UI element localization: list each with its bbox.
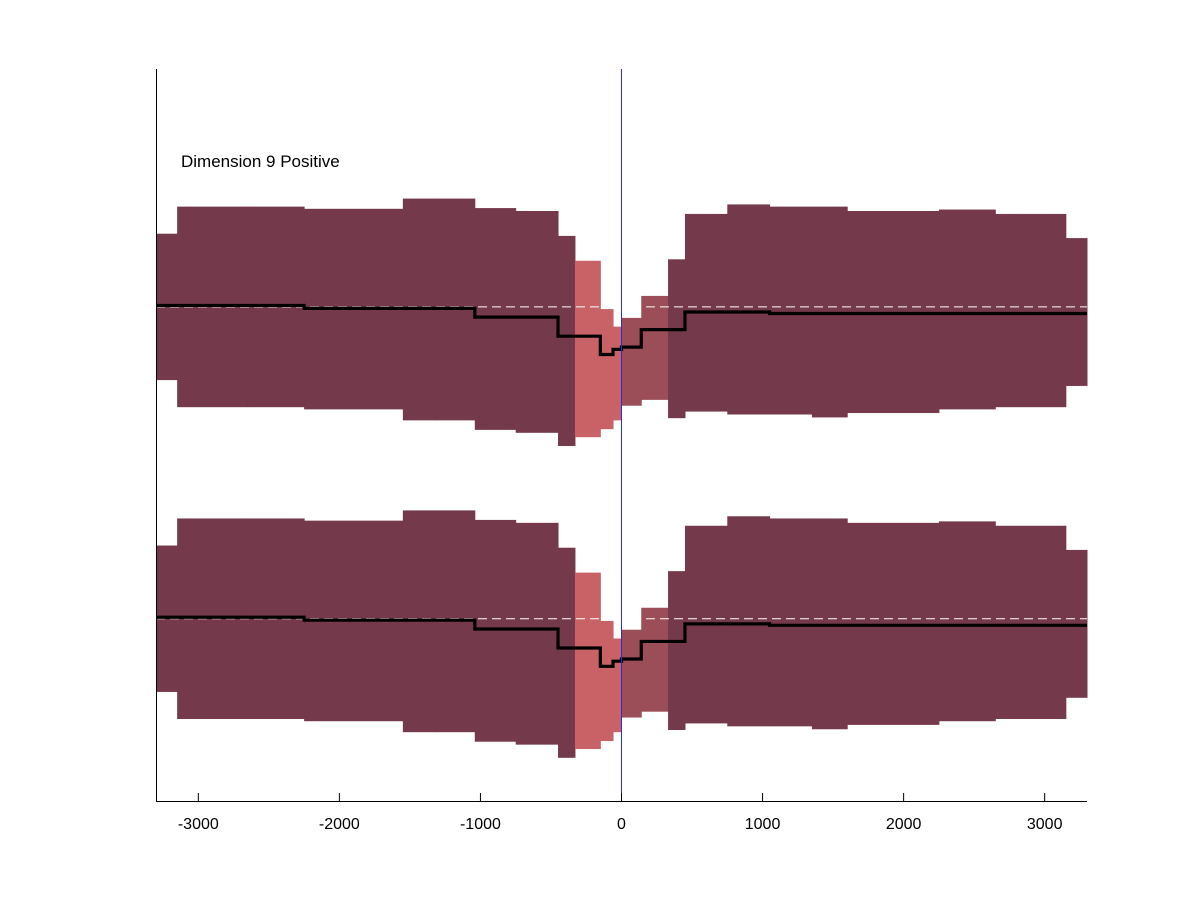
x-tick-label-5: 2000 [886, 816, 922, 833]
band-bin-upper-16 [727, 204, 771, 415]
band-bin-upper-8 [558, 235, 576, 446]
band-bin-lower-21 [995, 525, 1067, 720]
axes: -3000 -2000 -1000 0 1000 2000 3000 [156, 69, 1087, 833]
band-bin-lower-13 [641, 607, 669, 712]
band-bin-upper-11 [613, 326, 622, 421]
band-bin-lower-7 [515, 522, 559, 745]
mean-lines [156, 303, 1087, 668]
x-tick-label-2: -1000 [460, 816, 501, 833]
band-bin-lower-8 [558, 547, 576, 758]
band-bin-upper-6 [474, 208, 517, 430]
panel-annotation: Dimension 9 Positive [181, 152, 340, 171]
x-tick-label-0: -3000 [178, 816, 219, 833]
mean-line-lower [156, 615, 1087, 668]
band-bin-upper-17 [769, 206, 813, 415]
x-ticks: -3000 -2000 -1000 0 1000 2000 3000 [178, 793, 1063, 833]
x-tick-label-6: 3000 [1027, 816, 1063, 833]
band-bin-upper-12 [621, 317, 642, 406]
band-bin-upper-21 [995, 213, 1067, 408]
band-bin-upper-10 [600, 309, 614, 430]
band-bin-lower-9 [574, 572, 601, 750]
band-bin-lower-20 [938, 521, 996, 722]
band-bin-upper-9 [574, 260, 601, 438]
band-bin-upper-13 [641, 295, 669, 400]
band-bin-lower-10 [600, 620, 614, 741]
band-bin-lower-16 [727, 516, 771, 727]
band-bin-lower-17 [769, 518, 813, 727]
plot-area [156, 69, 1088, 801]
band-bin-upper-20 [938, 209, 996, 410]
band-bin-lower-12 [621, 629, 642, 718]
x-tick-label-3: 0 [617, 816, 626, 833]
band-bin-upper-14 [668, 259, 686, 419]
band-bin-lower-11 [613, 638, 622, 733]
band-bin-lower-6 [474, 519, 517, 742]
band-bin-lower-14 [668, 571, 686, 730]
mean-line-upper [156, 303, 1087, 357]
band-bin-upper-7 [515, 211, 559, 433]
x-tick-label-4: 1000 [745, 816, 781, 833]
x-tick-label-1: -2000 [319, 816, 360, 833]
